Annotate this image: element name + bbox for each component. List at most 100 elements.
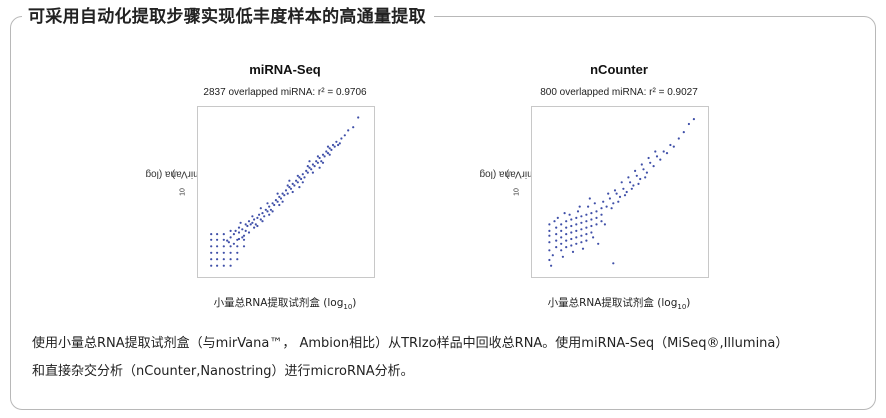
caption-line: 和直接杂交分析（nCounter,Nanostring）进行microRNA分析… xyxy=(32,364,414,379)
scatter-point xyxy=(276,192,279,195)
scatter-point xyxy=(286,184,289,187)
scatter-point xyxy=(337,143,340,147)
scatter-point xyxy=(575,223,578,226)
scatter-point xyxy=(229,251,232,254)
scatter-point xyxy=(625,190,628,194)
scatter-point xyxy=(600,213,603,216)
scatter-point xyxy=(306,165,309,168)
scatter-point xyxy=(321,161,325,164)
scatter-point xyxy=(575,216,578,219)
scatter-point xyxy=(237,237,241,241)
scatter-point xyxy=(578,205,581,208)
scatter-point xyxy=(216,233,219,236)
scatter-point xyxy=(568,213,571,216)
scatter-point xyxy=(665,152,669,155)
scatter-point xyxy=(254,223,257,226)
scatter-point xyxy=(647,156,650,160)
scatter-point xyxy=(325,150,328,153)
chart-panel-ncounter: nCounter 800 overlapped miRNA: r² = 0.90… xyxy=(480,62,744,322)
scatter-point xyxy=(556,216,559,219)
scatter-point xyxy=(284,189,288,192)
scatter-point xyxy=(565,246,568,249)
scatter-point xyxy=(585,239,588,242)
scatter-point xyxy=(234,229,237,232)
scatter-point xyxy=(266,210,269,213)
scatter-point xyxy=(291,190,294,194)
scatter-point xyxy=(242,245,246,248)
scatter-point xyxy=(222,251,225,254)
scatter-point xyxy=(296,181,299,184)
scatter-point xyxy=(241,228,244,231)
scatter-point xyxy=(565,239,568,242)
scatter-point xyxy=(298,186,301,189)
scatter-point xyxy=(222,258,225,261)
scatter-point xyxy=(627,176,630,179)
scatter-point xyxy=(563,212,566,215)
scatter-point xyxy=(548,223,551,226)
chart-panel-mirna-seq: miRNA-Seq 2837 overlapped miRNA: r² = 0.… xyxy=(146,62,410,322)
scatter-point xyxy=(590,224,593,228)
scatter-point xyxy=(266,202,269,205)
scatter-point xyxy=(555,246,558,249)
scatter-point xyxy=(357,116,360,119)
scatter-point xyxy=(592,236,595,239)
scatter-point xyxy=(259,207,262,210)
figure-caption: 使用小量总RNA提取试剂盒（与mirVana™， Ambion相比）从TRIzo… xyxy=(32,330,868,386)
scatter-point xyxy=(216,258,219,261)
scatter-point xyxy=(286,192,289,195)
scatter-point xyxy=(330,148,333,151)
scatter-point xyxy=(259,218,262,221)
scatter-point xyxy=(279,197,283,200)
scatter-point xyxy=(565,233,568,236)
scatter-point xyxy=(326,145,330,148)
scatter-point xyxy=(316,155,319,158)
chart-subtitle: 800 overlapped miRNA: r² = 0.9027 xyxy=(540,87,698,98)
scatter-point xyxy=(268,213,271,216)
scatter-point xyxy=(590,218,593,221)
scatter-point xyxy=(645,171,648,174)
x-axis-label: 小量总RNA提取试剂盒 (log10) xyxy=(213,297,357,312)
scatter-point xyxy=(612,202,615,205)
scatter-point xyxy=(649,161,652,164)
scatter-point xyxy=(244,229,247,232)
scatter-point xyxy=(271,210,274,213)
scatter-point xyxy=(593,202,596,205)
scatter-point xyxy=(595,210,598,213)
scatter-point xyxy=(581,247,585,250)
scatter-point xyxy=(326,152,330,155)
scatter-point xyxy=(551,254,554,257)
scatter-point xyxy=(281,192,284,195)
scatter-point xyxy=(692,118,695,121)
scatter-point xyxy=(229,264,232,267)
scatter-point xyxy=(570,231,573,234)
scatter-point xyxy=(253,226,256,229)
scatter-point xyxy=(575,236,578,239)
scatter-point xyxy=(305,169,308,172)
scatter-point xyxy=(308,160,311,163)
scatter-point xyxy=(253,218,256,221)
scatter-point xyxy=(580,234,583,237)
scatter-point xyxy=(210,258,213,261)
scatter-point xyxy=(244,223,247,226)
scatter-point xyxy=(311,171,314,174)
scatter-point xyxy=(555,233,558,236)
scatter-point xyxy=(236,245,239,248)
scatter-point xyxy=(588,197,591,200)
scatter-point xyxy=(600,207,603,210)
scatter-point xyxy=(655,155,659,158)
scatter-point xyxy=(629,181,632,184)
scatter-point xyxy=(612,262,615,265)
scatter-point xyxy=(561,255,564,258)
scatter-point xyxy=(246,224,249,228)
scatter-point xyxy=(560,223,563,226)
scatter-point xyxy=(623,194,627,197)
scatter-point xyxy=(237,231,241,234)
scatter-point xyxy=(347,129,350,132)
scatter-point xyxy=(343,134,346,137)
scatter-point xyxy=(298,176,301,179)
scatter-point xyxy=(261,220,264,223)
scatter-point xyxy=(677,137,680,140)
scatter-point xyxy=(316,161,319,164)
scatter-point xyxy=(570,244,573,247)
scatter-point xyxy=(340,137,343,140)
